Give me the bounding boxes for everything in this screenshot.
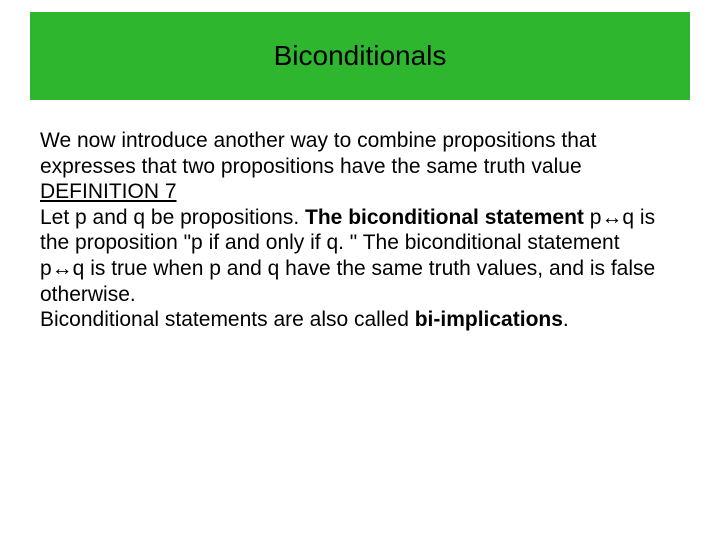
closing-pre: Biconditional statements are also called bbox=[40, 308, 415, 331]
intro-text: We now introduce another way to combine … bbox=[40, 129, 596, 178]
slide: Biconditionals We now introduce another … bbox=[0, 0, 720, 540]
definition-label: DEFINITION 7 bbox=[40, 180, 177, 203]
definition-pre: Let p and q be propositions. bbox=[40, 206, 305, 229]
closing-bold: bi-implications bbox=[415, 308, 563, 331]
definition-bold: The biconditional statement bbox=[305, 206, 584, 229]
slide-body: We now introduce another way to combine … bbox=[40, 128, 660, 333]
closing-post: . bbox=[563, 308, 569, 331]
body-text: We now introduce another way to combine … bbox=[40, 128, 660, 333]
slide-title: Biconditionals bbox=[274, 40, 447, 72]
title-bar: Biconditionals bbox=[30, 12, 690, 100]
